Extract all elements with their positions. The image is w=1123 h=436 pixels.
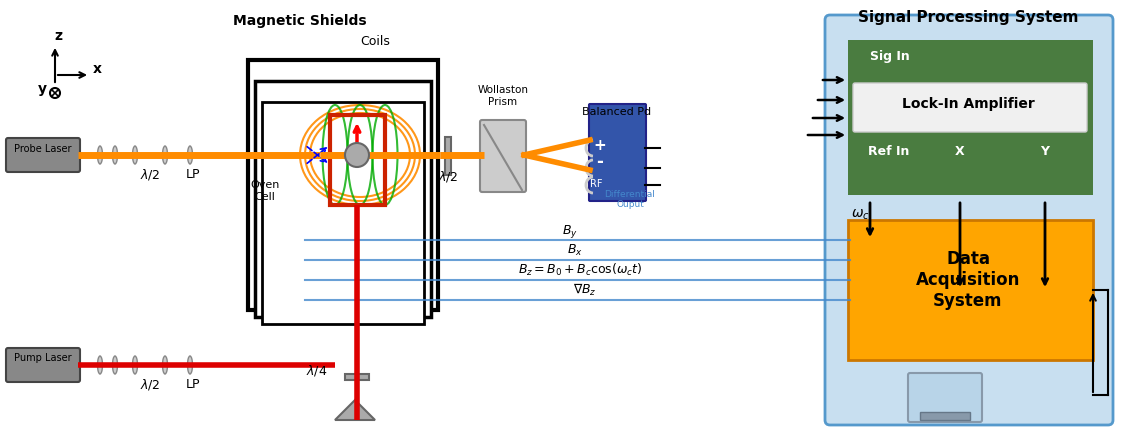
Ellipse shape [98,356,102,374]
Bar [262,102,424,324]
Ellipse shape [188,146,192,164]
Text: z: z [54,29,62,43]
Text: Signal Processing System: Signal Processing System [858,10,1078,25]
FancyBboxPatch shape [848,220,1093,360]
Text: $\lambda/4$: $\lambda/4$ [307,364,328,378]
Text: x: x [93,62,102,76]
FancyBboxPatch shape [480,120,526,192]
Text: $\nabla B_z$: $\nabla B_z$ [573,282,596,298]
Text: LP: LP [185,168,200,181]
Ellipse shape [188,356,192,374]
Text: X: X [956,145,965,158]
Text: $B_z = B_0 + B_c\cos(\omega_c t)$: $B_z = B_0 + B_c\cos(\omega_c t)$ [518,262,642,278]
Text: $\lambda/2$: $\lambda/2$ [140,377,161,392]
Bar [255,81,431,317]
Text: Probe Laser: Probe Laser [15,144,72,154]
Text: $\lambda/2$: $\lambda/2$ [438,168,458,184]
Ellipse shape [98,146,102,164]
FancyBboxPatch shape [825,15,1113,425]
Text: Wollaston
Prism: Wollaston Prism [477,85,529,107]
Bar [345,374,369,380]
FancyBboxPatch shape [853,83,1087,132]
Text: Differential
Ouput: Differential Ouput [604,190,656,209]
Text: Lock-In Amplifier: Lock-In Amplifier [902,97,1034,111]
FancyBboxPatch shape [6,138,80,172]
Text: $B_x$: $B_x$ [567,243,583,258]
Text: Ref In: Ref In [868,145,910,158]
Text: Balanced Pd: Balanced Pd [583,107,651,117]
Text: LP: LP [185,378,200,391]
Text: y: y [37,82,46,96]
Text: $B_y$: $B_y$ [563,223,578,240]
Ellipse shape [133,146,137,164]
Text: +: + [594,138,606,153]
Ellipse shape [163,356,167,374]
Bar [920,412,970,420]
Text: Coils: Coils [360,35,390,48]
Text: $\omega_c$: $\omega_c$ [850,208,869,222]
Circle shape [345,143,369,167]
Ellipse shape [112,356,118,374]
Text: RF: RF [590,179,602,189]
FancyBboxPatch shape [909,373,982,422]
Bar [248,60,438,310]
FancyBboxPatch shape [6,348,80,382]
FancyBboxPatch shape [848,40,1093,195]
Ellipse shape [133,356,137,374]
Polygon shape [335,400,375,420]
Text: Magnetic Shields: Magnetic Shields [234,14,367,28]
Text: -: - [596,153,603,171]
FancyBboxPatch shape [588,104,646,201]
Text: Data
Acquisition
System: Data Acquisition System [916,250,1020,310]
Text: Y: Y [1041,145,1050,158]
Text: $\lambda/2$: $\lambda/2$ [140,167,161,181]
Ellipse shape [163,146,167,164]
Text: Pump Laser: Pump Laser [15,353,72,363]
Bar [330,115,385,205]
Text: Sig In: Sig In [870,50,910,63]
Bar [445,137,451,175]
Text: Oven
Cell: Oven Cell [250,181,280,202]
Ellipse shape [112,146,118,164]
